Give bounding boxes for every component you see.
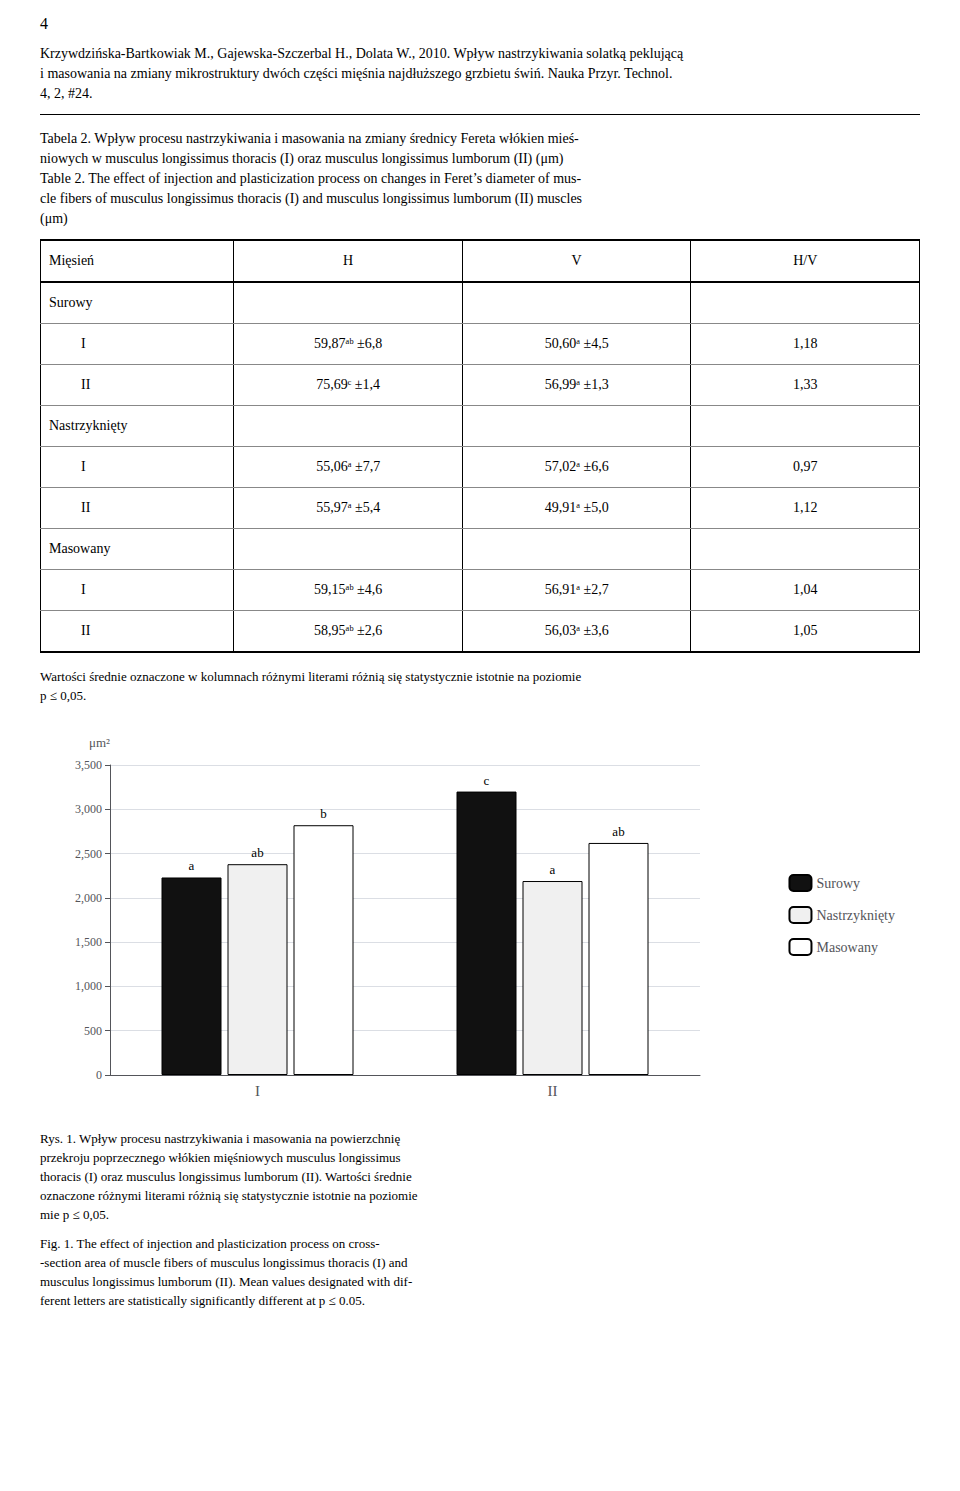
svg-text:Nastrzyknięty: Nastrzyknięty: [816, 908, 895, 923]
html-text:I: I: [81, 582, 86, 597]
html-text:4, 2, #24.: 4, 2, #24.: [40, 86, 93, 101]
html-text:55,97ᵃ ±5,4: 55,97ᵃ ±5,4: [316, 500, 381, 515]
html-text:Surowy: Surowy: [49, 295, 93, 310]
html-text:1,18: 1,18: [793, 336, 818, 351]
html-text:Wartości średnie oznaczone w k: Wartości średnie oznaczone w kolumnach r…: [40, 669, 582, 684]
html-text:59,15ᵃᵇ ±4,6: 59,15ᵃᵇ ±4,6: [314, 582, 383, 597]
html-text:Tabela 2. Wpływ procesu nastrz: Tabela 2. Wpływ procesu nastrzykiwania i…: [40, 131, 579, 146]
html-text:II: II: [81, 377, 91, 392]
svg-text:2,500: 2,500: [75, 847, 102, 861]
html-text:57,02ᵃ ±6,6: 57,02ᵃ ±6,6: [544, 459, 609, 474]
html-text:(μm): (μm): [40, 211, 68, 226]
html-text:1,04: 1,04: [793, 582, 818, 597]
html-text:58,95ᵃᵇ ±2,6: 58,95ᵃᵇ ±2,6: [314, 623, 383, 638]
svg-text:ab: ab: [251, 845, 263, 860]
html-text:56,91ᵃ ±2,7: 56,91ᵃ ±2,7: [544, 582, 609, 597]
html-text:75,69ᶜ ±1,4: 75,69ᶜ ±1,4: [316, 377, 380, 392]
html-text:oznaczone różnymi literami róż: oznaczone różnymi literami różnią się st…: [40, 1188, 418, 1203]
html-text:59,87ᵃᵇ ±6,8: 59,87ᵃᵇ ±6,8: [314, 336, 383, 351]
html-text:0,97: 0,97: [793, 459, 818, 474]
html-text:mie p ≤ 0,05.: mie p ≤ 0,05.: [40, 1207, 109, 1222]
svg-text:Masowany: Masowany: [816, 940, 877, 955]
svg-text:II: II: [548, 1083, 558, 1099]
html-text:1,12: 1,12: [793, 500, 818, 515]
html-text:Table 2. The effect of injecti: Table 2. The effect of injection and pla…: [40, 171, 582, 186]
html-text:Fig. 1. The effect of injectio: Fig. 1. The effect of injection and plas…: [40, 1236, 380, 1251]
html-text:55,06ᵃ ±7,7: 55,06ᵃ ±7,7: [316, 459, 381, 474]
html-text:I: I: [81, 459, 86, 474]
svg-text:3,500: 3,500: [75, 758, 102, 772]
html-text:4: 4: [40, 15, 48, 32]
svg-text:1,000: 1,000: [75, 979, 102, 993]
svg-text:b: b: [320, 806, 327, 821]
html-text:I: I: [81, 336, 86, 351]
svg-text:μm²: μm²: [89, 735, 110, 750]
html-text:II: II: [81, 500, 91, 515]
svg-text:a: a: [189, 858, 195, 873]
html-text:i masowania na zmiany mikrostr: i masowania na zmiany mikrostruktury dwó…: [40, 66, 673, 81]
svg-text:ab: ab: [612, 824, 624, 839]
svg-text:3,000: 3,000: [75, 802, 102, 816]
html-text:49,91ᵃ ±5,0: 49,91ᵃ ±5,0: [544, 500, 609, 515]
html-text:ferent letters are statistical: ferent letters are statistically signifi…: [40, 1293, 365, 1308]
svg-text:0: 0: [96, 1068, 102, 1082]
html-text:Mięsień: Mięsień: [49, 253, 95, 268]
svg-text:1,500: 1,500: [75, 935, 102, 949]
svg-text:500: 500: [84, 1024, 102, 1038]
html-text:niowych w musculus longissimus: niowych w musculus longissimus thoracis …: [40, 151, 564, 166]
html-text:50,60ᵃ ±4,5: 50,60ᵃ ±4,5: [544, 336, 609, 351]
svg-text:a: a: [550, 862, 556, 877]
html-text:56,99ᵃ ±1,3: 56,99ᵃ ±1,3: [544, 377, 609, 392]
html-text:56,03ᵃ ±3,6: 56,03ᵃ ±3,6: [544, 623, 609, 638]
svg-text:I: I: [255, 1083, 260, 1099]
svg-text:Surowy: Surowy: [816, 876, 860, 891]
html-text:1,33: 1,33: [793, 377, 818, 392]
html-text:-section area of muscle fibers: -section area of muscle fibers of muscul…: [40, 1255, 408, 1270]
html-text:thoracis (I) oraz musculus lon: thoracis (I) oraz musculus longissimus l…: [40, 1169, 412, 1184]
html-text:Nastrzyknięty: Nastrzyknięty: [49, 418, 128, 433]
html-text:cle fibers of musculus longiss: cle fibers of musculus longissimus thora…: [40, 191, 582, 206]
svg-text:c: c: [484, 773, 490, 788]
html-text:V: V: [571, 253, 582, 268]
html-text:Rys. 1. Wpływ procesu nastrzyk: Rys. 1. Wpływ procesu nastrzykiwania i m…: [40, 1131, 401, 1146]
html-text:przekroju poprzecznego włókien: przekroju poprzecznego włókien mięśniowy…: [40, 1150, 401, 1165]
html-text:1,05: 1,05: [793, 623, 818, 638]
html-text:H: H: [343, 253, 354, 268]
html-text:Masowany: Masowany: [49, 541, 111, 556]
html-text:Krzywdzińska-Bartkowiak M., Ga: Krzywdzińska-Bartkowiak M., Gajewska-Szc…: [40, 46, 684, 61]
html-text:musculus longissimus lumborum: musculus longissimus lumborum (II). Mean…: [40, 1274, 413, 1289]
html-text:H/V: H/V: [793, 253, 818, 268]
html-text:II: II: [81, 623, 91, 638]
svg-text:2,000: 2,000: [75, 891, 102, 905]
html-text:p ≤ 0,05.: p ≤ 0,05.: [40, 688, 87, 703]
